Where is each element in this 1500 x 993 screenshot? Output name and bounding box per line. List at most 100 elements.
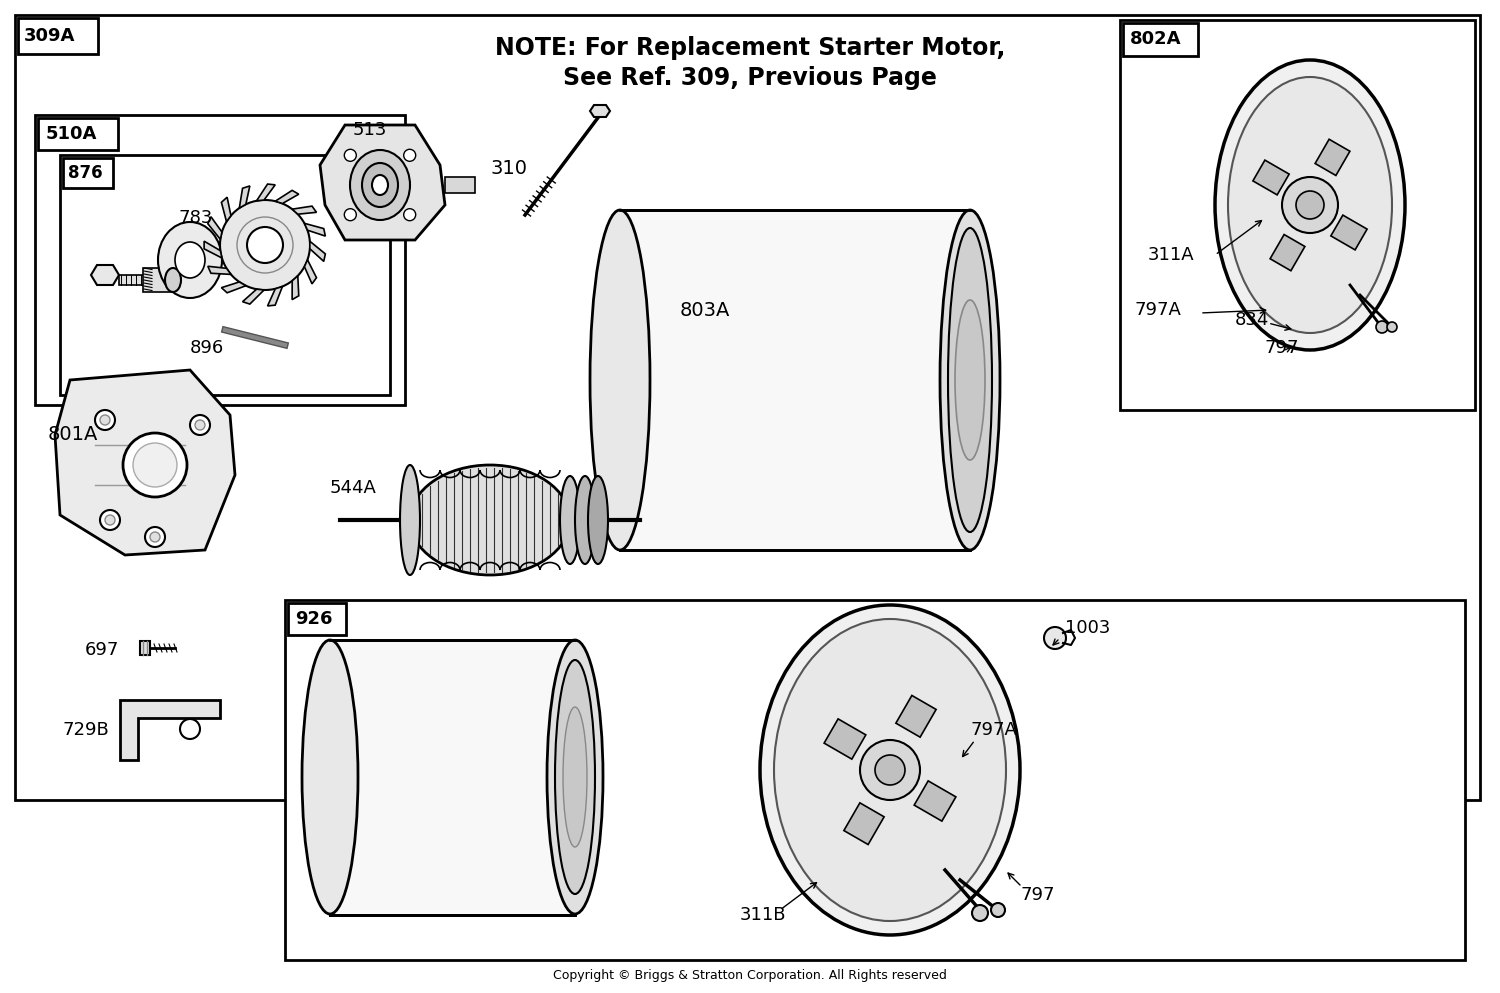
Text: 697: 697: [86, 641, 120, 659]
Text: NOTE: For Replacement Starter Motor,: NOTE: For Replacement Starter Motor,: [495, 36, 1005, 60]
Ellipse shape: [158, 222, 222, 298]
Bar: [118, 275, 144, 285]
Polygon shape: [209, 216, 222, 239]
Ellipse shape: [165, 268, 182, 292]
Polygon shape: [304, 260, 316, 284]
Circle shape: [1044, 627, 1066, 649]
Polygon shape: [240, 186, 250, 209]
Polygon shape: [267, 287, 282, 306]
Bar: [38, 118, 118, 150]
Text: 803A: 803A: [680, 301, 730, 320]
Circle shape: [220, 200, 310, 290]
Circle shape: [992, 903, 1005, 917]
Text: 802A: 802A: [1130, 30, 1182, 48]
Circle shape: [123, 433, 188, 497]
Bar: [1124, 23, 1198, 56]
Circle shape: [105, 515, 116, 525]
Bar: [620, 210, 970, 550]
Polygon shape: [310, 241, 326, 261]
Circle shape: [150, 532, 160, 542]
Text: 783: 783: [178, 209, 213, 227]
Bar: [140, 641, 150, 655]
Circle shape: [180, 719, 200, 739]
Circle shape: [146, 527, 165, 547]
Circle shape: [94, 410, 116, 430]
Polygon shape: [56, 370, 236, 555]
Text: 926: 926: [296, 610, 333, 628]
Text: 834: 834: [1234, 311, 1269, 329]
Ellipse shape: [555, 660, 596, 894]
Text: 797A: 797A: [970, 721, 1017, 739]
Circle shape: [134, 443, 177, 487]
Circle shape: [874, 755, 904, 785]
Text: 797: 797: [1264, 339, 1299, 357]
Text: 513: 513: [352, 121, 387, 139]
Circle shape: [404, 209, 416, 220]
Text: 510A: 510A: [46, 125, 98, 143]
Polygon shape: [222, 282, 246, 293]
Ellipse shape: [1228, 77, 1392, 333]
Polygon shape: [914, 780, 956, 821]
Text: 797: 797: [1020, 886, 1054, 904]
Bar: [330, 640, 574, 915]
Circle shape: [1296, 191, 1324, 219]
Circle shape: [1376, 321, 1388, 333]
Bar: [60, 155, 390, 395]
Polygon shape: [120, 700, 220, 760]
Ellipse shape: [562, 707, 586, 847]
Text: 896: 896: [190, 339, 225, 357]
Text: See Ref. 309, Previous Page: See Ref. 309, Previous Page: [562, 66, 938, 90]
Ellipse shape: [302, 640, 358, 914]
Ellipse shape: [560, 476, 580, 564]
Circle shape: [100, 510, 120, 530]
Ellipse shape: [590, 210, 650, 550]
Bar: [18, 18, 98, 54]
Bar: [34, 115, 405, 405]
Polygon shape: [292, 207, 316, 214]
Polygon shape: [209, 266, 231, 274]
Ellipse shape: [760, 605, 1020, 935]
Bar: [63, 158, 112, 188]
Polygon shape: [896, 695, 936, 737]
Circle shape: [972, 905, 988, 921]
Text: 311B: 311B: [740, 906, 786, 924]
Ellipse shape: [362, 163, 398, 207]
Ellipse shape: [588, 476, 608, 564]
Circle shape: [195, 420, 206, 430]
Ellipse shape: [940, 210, 1000, 550]
Circle shape: [248, 227, 284, 263]
Polygon shape: [1252, 160, 1288, 195]
Polygon shape: [1330, 215, 1366, 250]
Polygon shape: [844, 802, 883, 845]
Ellipse shape: [948, 228, 992, 532]
Polygon shape: [1270, 234, 1305, 271]
Polygon shape: [292, 276, 298, 300]
Ellipse shape: [956, 300, 986, 460]
Text: 311A: 311A: [1148, 246, 1194, 264]
Polygon shape: [243, 289, 264, 304]
Text: 310: 310: [490, 159, 526, 178]
Bar: [1120, 20, 1474, 410]
Circle shape: [345, 149, 357, 161]
Polygon shape: [276, 191, 298, 204]
Polygon shape: [222, 198, 231, 221]
Ellipse shape: [548, 640, 603, 914]
Bar: [142, 268, 172, 292]
Circle shape: [100, 415, 109, 425]
Text: 309A: 309A: [24, 27, 75, 45]
Text: 797A: 797A: [1136, 301, 1182, 319]
Circle shape: [190, 415, 210, 435]
Polygon shape: [92, 265, 118, 285]
Polygon shape: [204, 241, 222, 258]
Ellipse shape: [574, 476, 596, 564]
Text: 729B: 729B: [62, 721, 108, 739]
Ellipse shape: [176, 242, 206, 278]
Ellipse shape: [410, 465, 570, 575]
Text: ILLUSTRATION: ILLUSTRATION: [594, 461, 906, 499]
Text: 876: 876: [68, 164, 102, 182]
Text: 1003: 1003: [1065, 619, 1110, 637]
Bar: [288, 603, 346, 635]
Polygon shape: [256, 184, 274, 201]
Polygon shape: [1316, 139, 1350, 176]
Ellipse shape: [1215, 60, 1406, 350]
